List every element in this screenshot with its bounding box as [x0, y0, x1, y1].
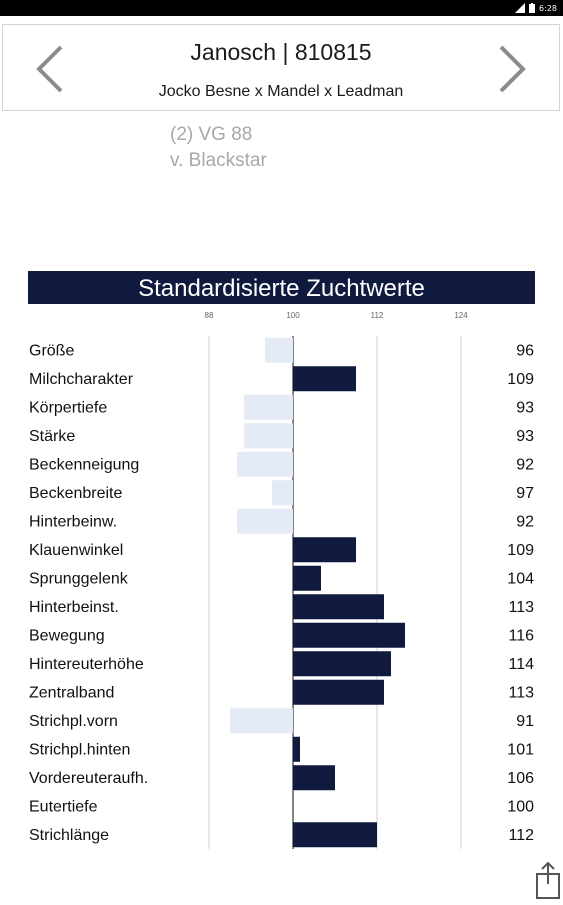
bar — [293, 651, 391, 677]
category-label: Stärke — [29, 428, 75, 445]
category-label: Hinterbeinw. — [29, 513, 117, 530]
bar — [293, 679, 384, 705]
pedigree-subtitle: Jocko Besne x Mandel x Leadman — [158, 83, 404, 100]
value-label: 96 — [516, 342, 534, 359]
category-label: Körpertiefe — [29, 399, 107, 416]
category-label: Größe — [29, 342, 74, 359]
x-tick-label: 88 — [205, 311, 214, 320]
value-label: 106 — [507, 770, 534, 787]
category-label: Strichpl.hinten — [29, 741, 130, 758]
chevron-right-icon — [499, 45, 526, 93]
animal-title: Janosch | 810815 — [190, 39, 372, 65]
signal-icon — [515, 3, 526, 13]
value-label: 97 — [516, 485, 534, 502]
bar — [293, 594, 384, 620]
bar — [293, 622, 405, 648]
value-label: 101 — [507, 741, 534, 758]
share-icon — [536, 861, 560, 899]
bar — [293, 565, 321, 591]
share-button[interactable] — [533, 860, 563, 900]
value-label: 113 — [508, 599, 534, 616]
bar — [293, 537, 356, 563]
category-label: Eutertiefe — [29, 798, 98, 815]
category-label: Hinterbeinst. — [29, 599, 119, 616]
value-label: 93 — [516, 428, 534, 445]
bar — [293, 366, 356, 392]
x-tick-label: 100 — [286, 311, 300, 320]
value-label: 92 — [516, 513, 534, 530]
value-label: 112 — [508, 827, 534, 844]
bar — [237, 508, 293, 534]
category-label: Milchcharakter — [29, 371, 134, 388]
animal-info: (2) VG 88 v. Blackstar — [170, 122, 267, 174]
category-label: Zentralband — [29, 684, 114, 701]
bar — [244, 423, 293, 449]
value-label: 116 — [508, 627, 534, 644]
classification: (2) VG 88 — [170, 124, 253, 145]
status-time: 6:28 — [539, 3, 557, 13]
section-title: Standardisierte Zuchtwerte — [28, 271, 535, 304]
value-label: 104 — [507, 570, 534, 587]
chevron-left-icon — [36, 45, 63, 93]
bar — [265, 337, 293, 363]
bar — [293, 765, 335, 791]
value-label: 100 — [507, 798, 534, 815]
header-card: Janosch | 810815 Jocko Besne x Mandel x … — [2, 24, 560, 111]
bar — [272, 480, 293, 506]
bar — [244, 394, 293, 420]
x-tick-label: 112 — [371, 311, 384, 320]
value-label: 109 — [507, 371, 534, 388]
category-label: Strichpl.vorn — [29, 713, 118, 730]
value-label: 109 — [507, 542, 534, 559]
category-label: Hintereuterhöhe — [29, 656, 144, 673]
value-label: 113 — [508, 684, 534, 701]
category-label: Klauenwinkel — [29, 542, 123, 559]
value-label: 92 — [516, 456, 534, 473]
battery-icon — [529, 3, 536, 13]
value-label: 91 — [516, 713, 534, 730]
next-button[interactable] — [491, 43, 531, 95]
bar — [293, 822, 377, 848]
value-label: 114 — [508, 656, 534, 673]
status-bar: 6:28 — [0, 0, 563, 16]
category-label: Beckenneigung — [29, 456, 139, 473]
category-label: Beckenbreite — [29, 485, 122, 502]
bar — [293, 736, 300, 762]
status-icons: 6:28 — [515, 2, 557, 14]
category-label: Bewegung — [29, 627, 105, 644]
bar — [230, 708, 293, 734]
breeding-values-chart: 88 100 112 124 Größe 96 Milchcharakter 109 Körpe… — [29, 311, 534, 849]
category-label: Strichlänge — [29, 827, 109, 844]
prev-button[interactable] — [31, 43, 71, 95]
x-tick-label: 124 — [454, 311, 468, 320]
category-label: Sprunggelenk — [29, 570, 129, 587]
bar — [237, 451, 293, 477]
value-label: 93 — [516, 399, 534, 416]
sire: v. Blackstar — [170, 150, 267, 171]
category-label: Vordereuteraufh. — [29, 770, 148, 787]
